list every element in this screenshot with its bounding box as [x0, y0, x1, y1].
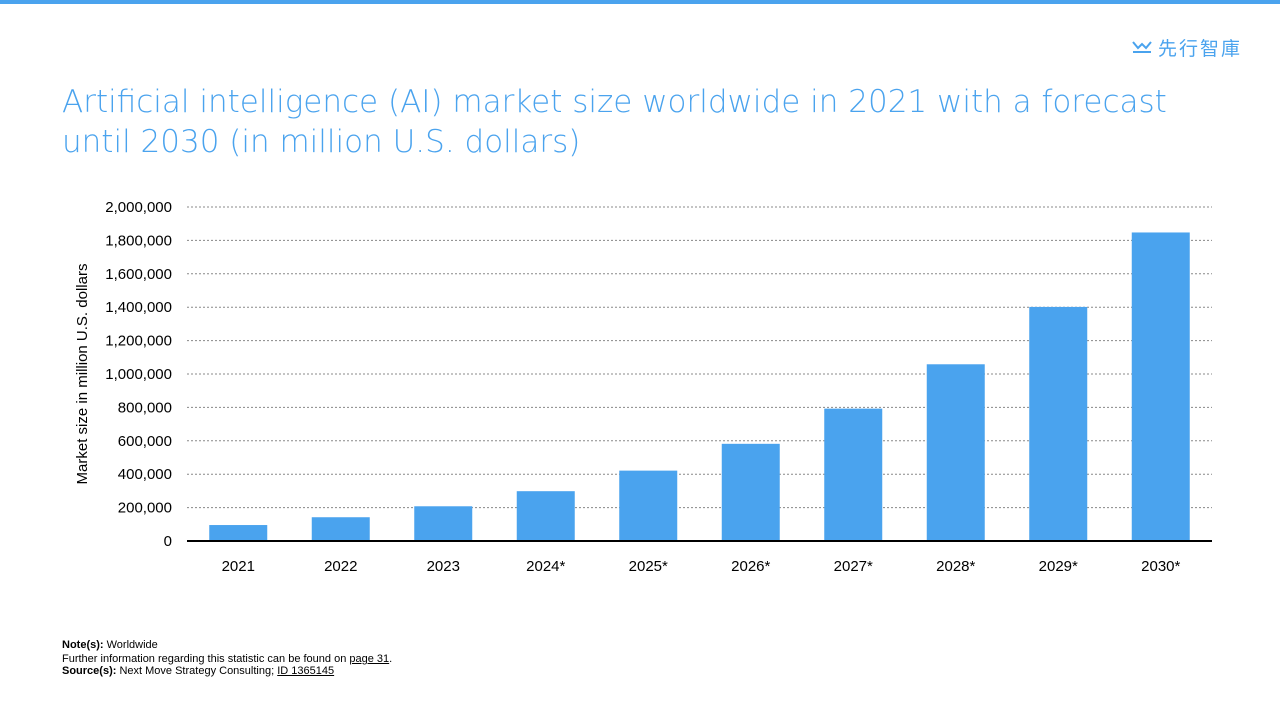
- x-tick-label: 2029*: [1039, 558, 1078, 575]
- y-tick-label: 400,000: [118, 466, 172, 483]
- source-text: Next Move Strategy Consulting;: [119, 665, 275, 677]
- logo-text: 先行智庫: [1157, 38, 1242, 60]
- bar: [926, 364, 985, 541]
- bar: [414, 506, 473, 541]
- note-label: Note(s):: [62, 639, 104, 651]
- chart-title: Artificial intelligence (AI) market size…: [62, 84, 1167, 160]
- x-tick-label: 2030*: [1141, 558, 1180, 575]
- y-tick-label: 2,000,000: [105, 199, 172, 216]
- bar: [1131, 232, 1190, 541]
- y-tick-label: 1,000,000: [105, 366, 172, 383]
- x-tick-label: 2022: [324, 558, 357, 575]
- source-label: Source(s):: [62, 665, 117, 677]
- note-text: Worldwide: [106, 639, 158, 651]
- bar: [824, 408, 883, 541]
- y-tick-label: 1,400,000: [105, 299, 172, 316]
- x-tick-label: 2027*: [834, 558, 873, 575]
- y-axis-label: Market size in million U.S. dollars: [74, 264, 91, 485]
- y-tick-label: 0: [164, 533, 172, 550]
- y-tick-label: 1,800,000: [105, 232, 172, 249]
- y-tick-label: 200,000: [118, 500, 172, 517]
- bar: [209, 525, 268, 541]
- page-link[interactable]: page 31: [349, 653, 390, 665]
- footnotes: Note(s): Worldwide Further information r…: [62, 639, 393, 677]
- further-info-text: Further information regarding this stati…: [62, 653, 347, 665]
- logo-icon: [1132, 40, 1152, 53]
- bar: [721, 443, 780, 541]
- y-tick-label: 1,200,000: [105, 333, 172, 350]
- x-tick-label: 2024*: [526, 558, 565, 575]
- x-tick-label: 2028*: [936, 558, 975, 575]
- bar: [619, 470, 678, 541]
- bar: [516, 491, 575, 541]
- y-tick-label: 800,000: [118, 399, 172, 416]
- x-tick-label: 2021: [222, 558, 255, 575]
- x-tick-label: 2023: [427, 558, 460, 575]
- bar: [311, 517, 370, 541]
- logo: 先行智庫: [1132, 34, 1242, 61]
- y-tick-label: 600,000: [118, 433, 172, 450]
- y-tick-label: 1,600,000: [105, 266, 172, 283]
- x-tick-label: 2026*: [731, 558, 770, 575]
- bar: [1029, 306, 1088, 541]
- x-tick-label: 2025*: [629, 558, 668, 575]
- id-link[interactable]: ID 1365145: [277, 665, 335, 677]
- top-accent-bar: [0, 0, 1280, 4]
